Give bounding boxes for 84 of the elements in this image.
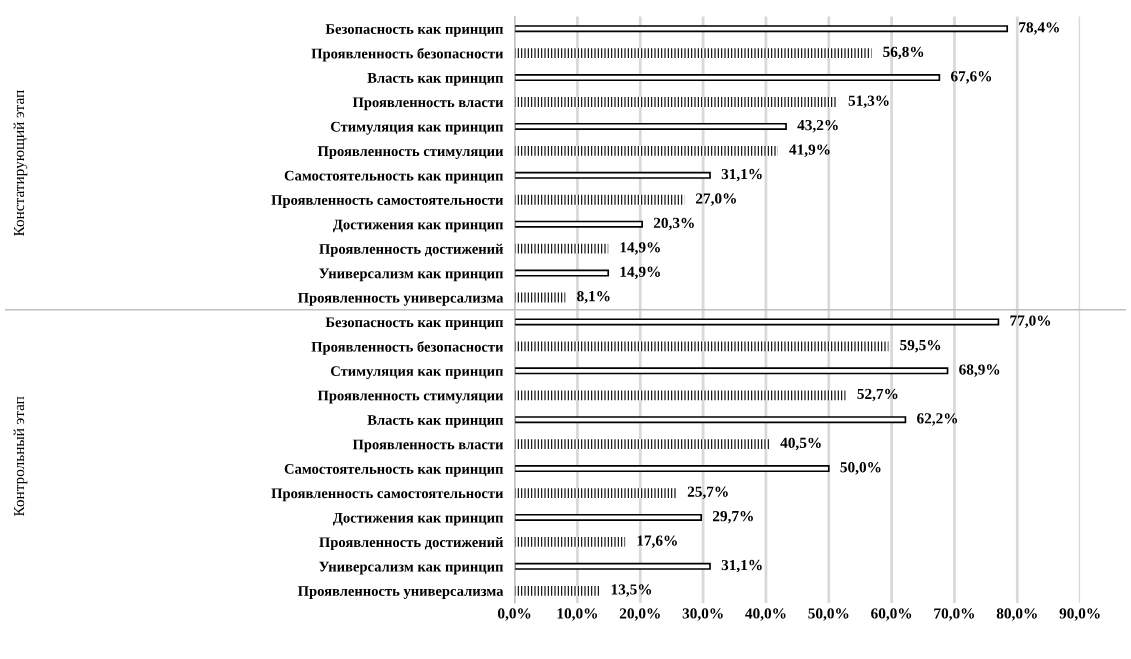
y-tick-label: Достижения как принцип — [332, 219, 504, 233]
data-label: 27,0% — [696, 193, 736, 206]
bar — [514, 292, 566, 303]
bar — [514, 513, 703, 521]
y-tick-label: Проявленность самостоятельности — [271, 195, 504, 208]
x-tick-label: 60,0% — [871, 608, 912, 621]
bar — [514, 562, 711, 570]
x-tick-label: 0,0% — [498, 608, 531, 621]
bar — [514, 122, 787, 130]
y-tick-label: Стимуляция как принцип — [330, 121, 504, 135]
y-tick-label: Проявленность власти — [352, 97, 504, 111]
bar — [514, 269, 610, 277]
y-tick-label: Безопасность как принцип — [325, 317, 504, 331]
bar — [514, 171, 711, 179]
bar — [514, 488, 677, 498]
data-label: 51,3% — [848, 95, 889, 109]
y-tick-label: Самостоятельность как принцип — [284, 170, 504, 184]
bar — [514, 97, 837, 107]
data-label: 40,5% — [780, 437, 821, 451]
y-axis-title: Контрольный этап — [13, 396, 28, 517]
y-tick-label: Проявленность универсализма — [297, 586, 504, 599]
y-tick-label: Проявленность самостоятельности — [271, 488, 504, 502]
y-tick-label: Проявленность универсализма — [297, 293, 504, 306]
data-label: 62,2% — [917, 413, 958, 426]
data-label: 14,9% — [620, 266, 660, 280]
data-label: 25,7% — [687, 486, 728, 500]
x-tick-label: 50,0% — [808, 608, 849, 621]
x-tick-label: 80,0% — [996, 608, 1037, 621]
y-tick-label: Власть как принцип — [367, 73, 504, 86]
bar — [514, 194, 685, 205]
x-tick-label: 20,0% — [619, 608, 660, 621]
y-tick-label: Проявленность стимуляции — [317, 390, 504, 404]
data-label: 20,3% — [653, 217, 694, 231]
y-tick-label: Универсализм как принцип — [319, 268, 504, 282]
y-tick-label: Безопасность как принцип — [325, 24, 504, 37]
data-label: 43,2% — [797, 119, 838, 133]
data-label: 77,0% — [1010, 315, 1051, 328]
data-label: 14,9% — [620, 242, 660, 255]
y-tick-label: Проявленность стимуляции — [317, 146, 504, 160]
data-label: 31,1% — [721, 168, 762, 182]
y-tick-label: Самостоятельность как принцип — [284, 463, 504, 477]
bar — [514, 25, 1009, 33]
x-tick-label: 70,0% — [934, 608, 975, 621]
bar — [514, 318, 1000, 326]
bar — [514, 243, 609, 254]
data-label: 78,4% — [1019, 22, 1059, 35]
data-label: 13,5% — [611, 584, 652, 597]
y-tick-label: Проявленность власти — [352, 439, 504, 453]
data-label: 17,6% — [637, 535, 677, 548]
y-tick-label: Проявленность достижений — [319, 243, 504, 257]
bar — [514, 439, 770, 450]
y-tick-label: Проявленность достижений — [319, 536, 504, 551]
bar — [514, 220, 643, 228]
bar — [514, 465, 830, 473]
data-label: 59,5% — [900, 339, 941, 353]
bar — [514, 367, 949, 375]
y-tick-label: Универсализм как принцип — [319, 561, 504, 575]
y-tick-label: Достижения как принцип — [332, 512, 504, 526]
data-label: 41,9% — [789, 144, 830, 157]
bar — [514, 390, 846, 401]
x-tick-label: 40,0% — [745, 608, 786, 621]
bar — [514, 341, 889, 352]
data-label: 29,7% — [712, 510, 753, 524]
x-tick-label: 30,0% — [682, 608, 723, 621]
y-axis-title: Констатирующий этап — [13, 90, 28, 237]
data-label: 50,0% — [840, 462, 881, 475]
bar — [514, 416, 907, 424]
bar — [514, 146, 778, 156]
y-tick-label: Власть как принцип — [367, 415, 504, 428]
data-label: 52,7% — [857, 388, 898, 402]
data-label: 68,9% — [959, 364, 1000, 377]
bar — [514, 585, 600, 596]
data-label: 31,1% — [721, 559, 762, 573]
bar — [514, 537, 626, 547]
x-tick-label: 90,0% — [1059, 608, 1100, 621]
bar — [514, 48, 872, 59]
x-tick-label: 10,0% — [557, 608, 598, 621]
data-label: 56,8% — [883, 46, 924, 60]
y-tick-label: Проявленность безопасности — [311, 47, 504, 62]
data-label: 67,6% — [950, 71, 992, 84]
bar — [514, 74, 941, 82]
y-tick-label: Проявленность безопасности — [311, 341, 504, 355]
data-label: 8,1% — [577, 291, 610, 304]
y-tick-label: Стимуляция как принцип — [330, 366, 504, 380]
